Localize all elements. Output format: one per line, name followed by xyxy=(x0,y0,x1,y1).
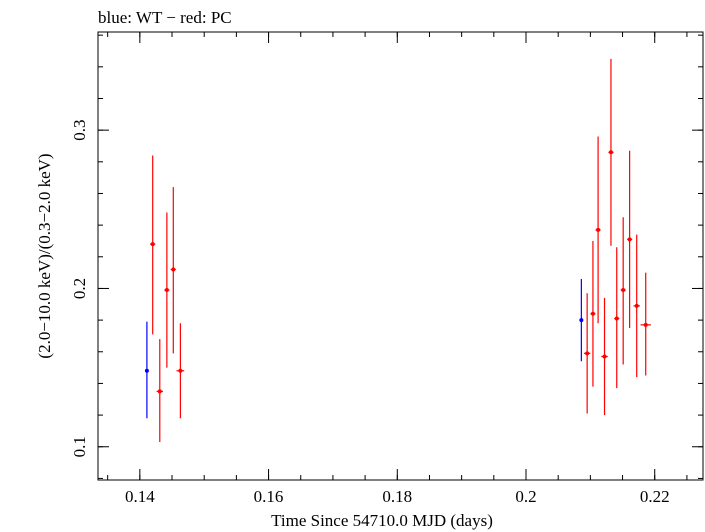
point-marker xyxy=(144,368,149,373)
data-point xyxy=(620,217,626,365)
data-point xyxy=(150,155,156,335)
data-point xyxy=(614,247,620,389)
point-marker xyxy=(164,288,169,293)
point-marker xyxy=(614,316,619,321)
data-point xyxy=(590,240,596,387)
axis-ticks xyxy=(98,32,703,480)
point-marker xyxy=(590,311,595,316)
x-tick-label: 0.14 xyxy=(125,487,155,506)
data-point xyxy=(640,272,651,376)
data-points xyxy=(144,58,651,443)
data-point xyxy=(583,293,591,414)
tick-labels: 0.14 0.16 0.18 0.2 0.22 0.1 0.2 0.3 xyxy=(70,120,670,506)
data-point xyxy=(608,58,614,246)
y-axis-label: (2.0−10.0 keV)/(0.3−2.0 keV) xyxy=(35,153,54,358)
point-marker xyxy=(585,351,590,356)
data-point xyxy=(170,187,176,354)
plot-frame xyxy=(97,31,704,481)
point-marker xyxy=(150,242,155,247)
data-point xyxy=(595,136,601,324)
y-tick-label: 0.2 xyxy=(70,278,89,299)
point-marker xyxy=(596,227,601,232)
data-point xyxy=(176,323,185,419)
x-tick-label: 0.18 xyxy=(382,487,412,506)
x-tick-label: 0.22 xyxy=(640,487,670,506)
x-tick-label: 0.2 xyxy=(515,487,536,506)
x-axis-label: Time Since 54710.0 MJD (days) xyxy=(271,511,493,530)
point-marker xyxy=(157,389,162,394)
x-tick-label: 0.16 xyxy=(254,487,284,506)
point-marker xyxy=(643,322,648,327)
chart-title: blue: WT − red: PC xyxy=(98,8,232,27)
point-marker xyxy=(178,368,183,373)
point-marker xyxy=(608,150,613,155)
data-point xyxy=(156,339,164,443)
point-marker xyxy=(171,267,176,272)
data-point xyxy=(627,150,633,329)
data-point xyxy=(579,278,584,362)
data-point xyxy=(601,297,608,416)
data-point xyxy=(633,234,640,378)
point-marker xyxy=(634,303,639,308)
point-marker xyxy=(621,288,626,293)
series-pc xyxy=(150,58,651,443)
point-marker xyxy=(602,354,607,359)
point-marker xyxy=(627,237,632,242)
y-tick-label: 0.3 xyxy=(70,120,89,141)
series-wt xyxy=(144,278,584,419)
data-point xyxy=(144,321,149,419)
y-tick-label: 0.1 xyxy=(70,436,89,457)
point-marker xyxy=(579,318,584,323)
data-point xyxy=(164,212,170,368)
